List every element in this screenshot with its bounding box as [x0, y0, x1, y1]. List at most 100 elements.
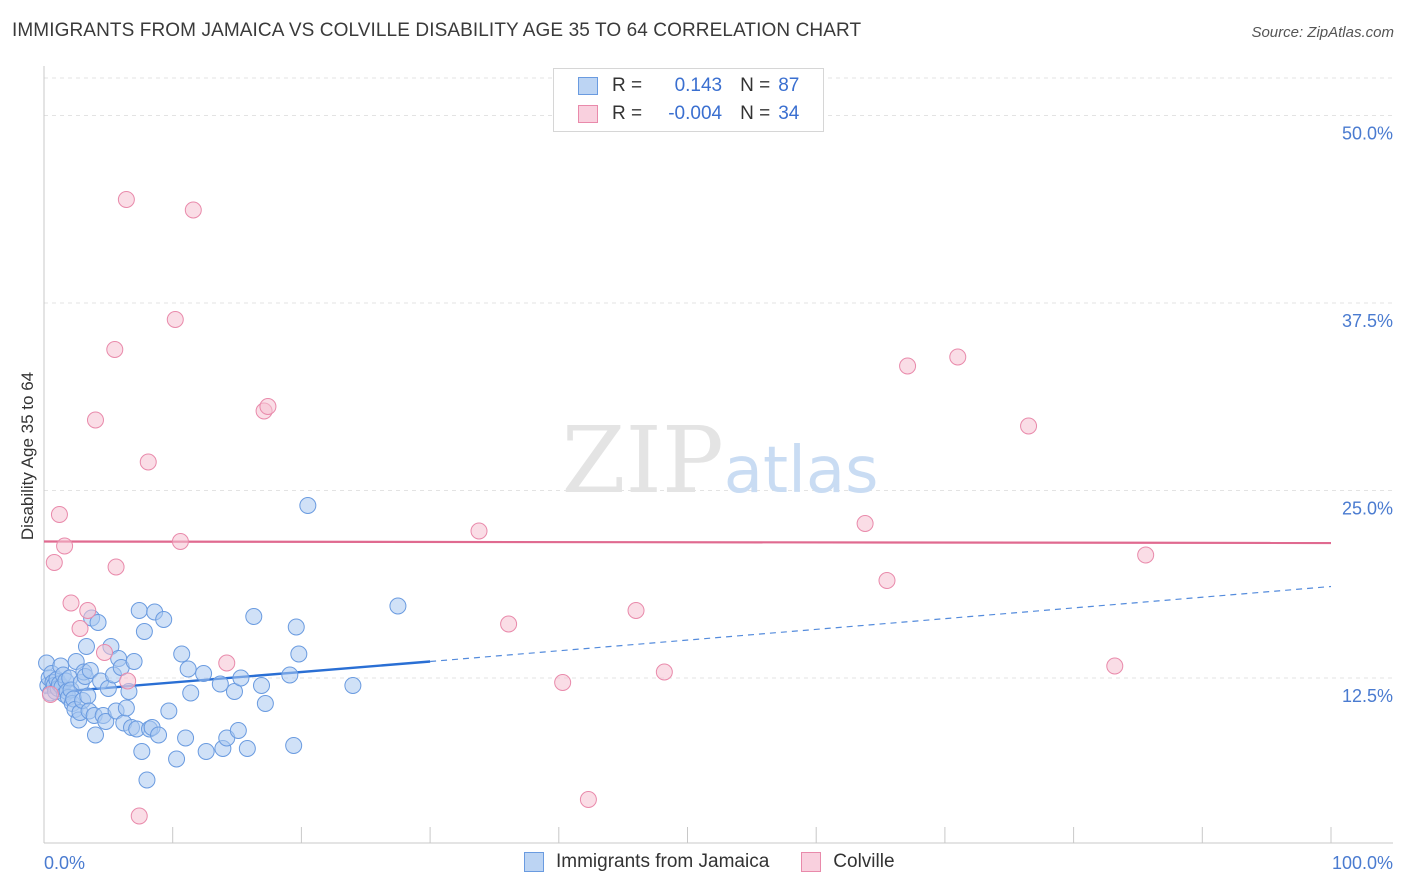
- data-point-jamaica: [253, 677, 271, 694]
- legend-r-value: -0.004: [668, 103, 723, 124]
- y-tick-label: 25.0%: [1342, 499, 1393, 519]
- data-point-jamaica: [287, 618, 305, 636]
- data-point-jamaica: [138, 771, 156, 789]
- trend-line-colville: [43, 540, 1332, 545]
- y-tick-label: 37.5%: [1342, 311, 1393, 331]
- series-colville-points: [41, 191, 1155, 825]
- gridlines: 12.5% 25.0% 37.5% 50.0%: [44, 77, 1393, 706]
- data-point-colville: [259, 398, 277, 415]
- data-point-colville: [627, 602, 645, 619]
- data-point-jamaica: [179, 660, 197, 678]
- data-point-colville: [71, 620, 89, 637]
- data-point-jamaica: [290, 645, 308, 663]
- data-point-jamaica: [130, 602, 148, 619]
- data-point-jamaica: [256, 695, 274, 712]
- data-point-colville: [50, 506, 68, 523]
- y-tick-label: 50.0%: [1342, 124, 1393, 144]
- data-point-jamaica: [245, 608, 263, 625]
- series-legend: Immigrants from Jamaica Colville: [524, 851, 927, 873]
- legend-swatch-pink: [801, 852, 822, 872]
- legend-item-label: Immigrants from Jamaica: [556, 851, 770, 872]
- data-point-jamaica: [285, 737, 303, 754]
- data-point-colville: [184, 201, 202, 219]
- data-point-colville: [62, 594, 80, 612]
- stats-legend: R = 0.143 N = 87 R = -0.004 N = 34: [553, 68, 824, 132]
- data-point-jamaica: [173, 645, 191, 663]
- trend-lines: [43, 540, 1332, 695]
- data-point-colville: [218, 654, 236, 672]
- data-point-colville: [579, 791, 597, 808]
- data-point-colville: [655, 663, 673, 681]
- data-point-colville: [171, 533, 189, 550]
- watermark: ZIPatlas: [562, 407, 879, 514]
- data-point-jamaica: [195, 665, 213, 682]
- data-point-colville: [95, 644, 113, 661]
- legend-item-jamaica[interactable]: Immigrants from Jamaica: [524, 851, 769, 873]
- data-point-jamaica: [177, 729, 195, 747]
- data-point-jamaica: [117, 699, 135, 717]
- x-axis: [43, 827, 1393, 844]
- legend-item-colville[interactable]: Colville: [801, 851, 895, 873]
- data-point-colville: [106, 341, 124, 358]
- data-point-colville: [470, 522, 488, 540]
- data-point-colville: [1020, 417, 1038, 435]
- data-point-colville: [119, 672, 137, 690]
- legend-r-label: R =: [612, 75, 643, 96]
- legend-n-label: N =: [740, 75, 771, 96]
- legend-n-value: 34: [778, 103, 800, 124]
- data-point-colville: [878, 572, 896, 589]
- data-point-jamaica: [168, 750, 186, 768]
- data-point-colville: [130, 807, 148, 825]
- data-point-jamaica: [389, 597, 407, 615]
- data-point-jamaica: [229, 722, 247, 739]
- data-point-jamaica: [299, 497, 317, 514]
- legend-n-label: N =: [740, 103, 771, 124]
- data-point-jamaica: [89, 614, 107, 631]
- legend-swatch-blue: [524, 852, 544, 872]
- data-point-colville: [1106, 657, 1124, 675]
- data-point-jamaica: [125, 653, 143, 670]
- chart-title: IMMIGRANTS FROM JAMAICA VS COLVILLE DISA…: [12, 20, 862, 41]
- legend-n-value: 87: [778, 75, 800, 96]
- data-point-colville: [56, 537, 74, 555]
- data-point-colville: [139, 453, 157, 471]
- x-tick-label-start: 0.0%: [44, 853, 85, 873]
- data-point-colville: [554, 674, 572, 691]
- legend-row-jamaica: R = 0.143 N = 87: [578, 74, 799, 98]
- legend-swatch-blue: [578, 77, 598, 95]
- data-point-jamaica: [155, 611, 173, 628]
- y-tick-label: 12.5%: [1342, 686, 1393, 706]
- trend-line-jamaica-extension: [430, 585, 1332, 663]
- data-point-colville: [856, 515, 874, 532]
- data-point-colville: [79, 602, 97, 619]
- data-point-jamaica: [182, 684, 200, 702]
- data-point-colville: [1137, 546, 1155, 564]
- data-point-jamaica: [81, 662, 99, 679]
- y-axis-label: Disability Age 35 to 64: [18, 372, 37, 540]
- data-point-jamaica: [86, 726, 104, 744]
- data-point-jamaica: [211, 675, 229, 693]
- legend-item-label: Colville: [833, 851, 895, 872]
- data-point-jamaica: [150, 726, 168, 744]
- source-label: Source: ZipAtlas.com: [1251, 24, 1394, 41]
- data-point-jamaica: [97, 713, 115, 730]
- data-point-jamaica: [197, 743, 215, 760]
- data-point-colville: [41, 686, 59, 703]
- data-point-jamaica: [344, 677, 362, 694]
- legend-r-value: 0.143: [674, 75, 723, 96]
- legend-row-colville: R = -0.004 N = 34: [578, 102, 799, 126]
- data-point-colville: [117, 191, 135, 208]
- data-point-jamaica: [232, 669, 250, 687]
- data-point-colville: [107, 558, 125, 576]
- data-point-jamaica: [133, 743, 151, 760]
- data-point-colville: [949, 348, 967, 366]
- legend-swatch-pink: [578, 105, 598, 123]
- data-point-colville: [86, 411, 104, 429]
- data-point-colville: [500, 615, 518, 633]
- data-point-jamaica: [79, 687, 97, 705]
- data-point-jamaica: [77, 638, 95, 655]
- data-point-jamaica: [281, 666, 299, 684]
- data-point-colville: [899, 357, 917, 375]
- data-point-jamaica: [160, 702, 178, 720]
